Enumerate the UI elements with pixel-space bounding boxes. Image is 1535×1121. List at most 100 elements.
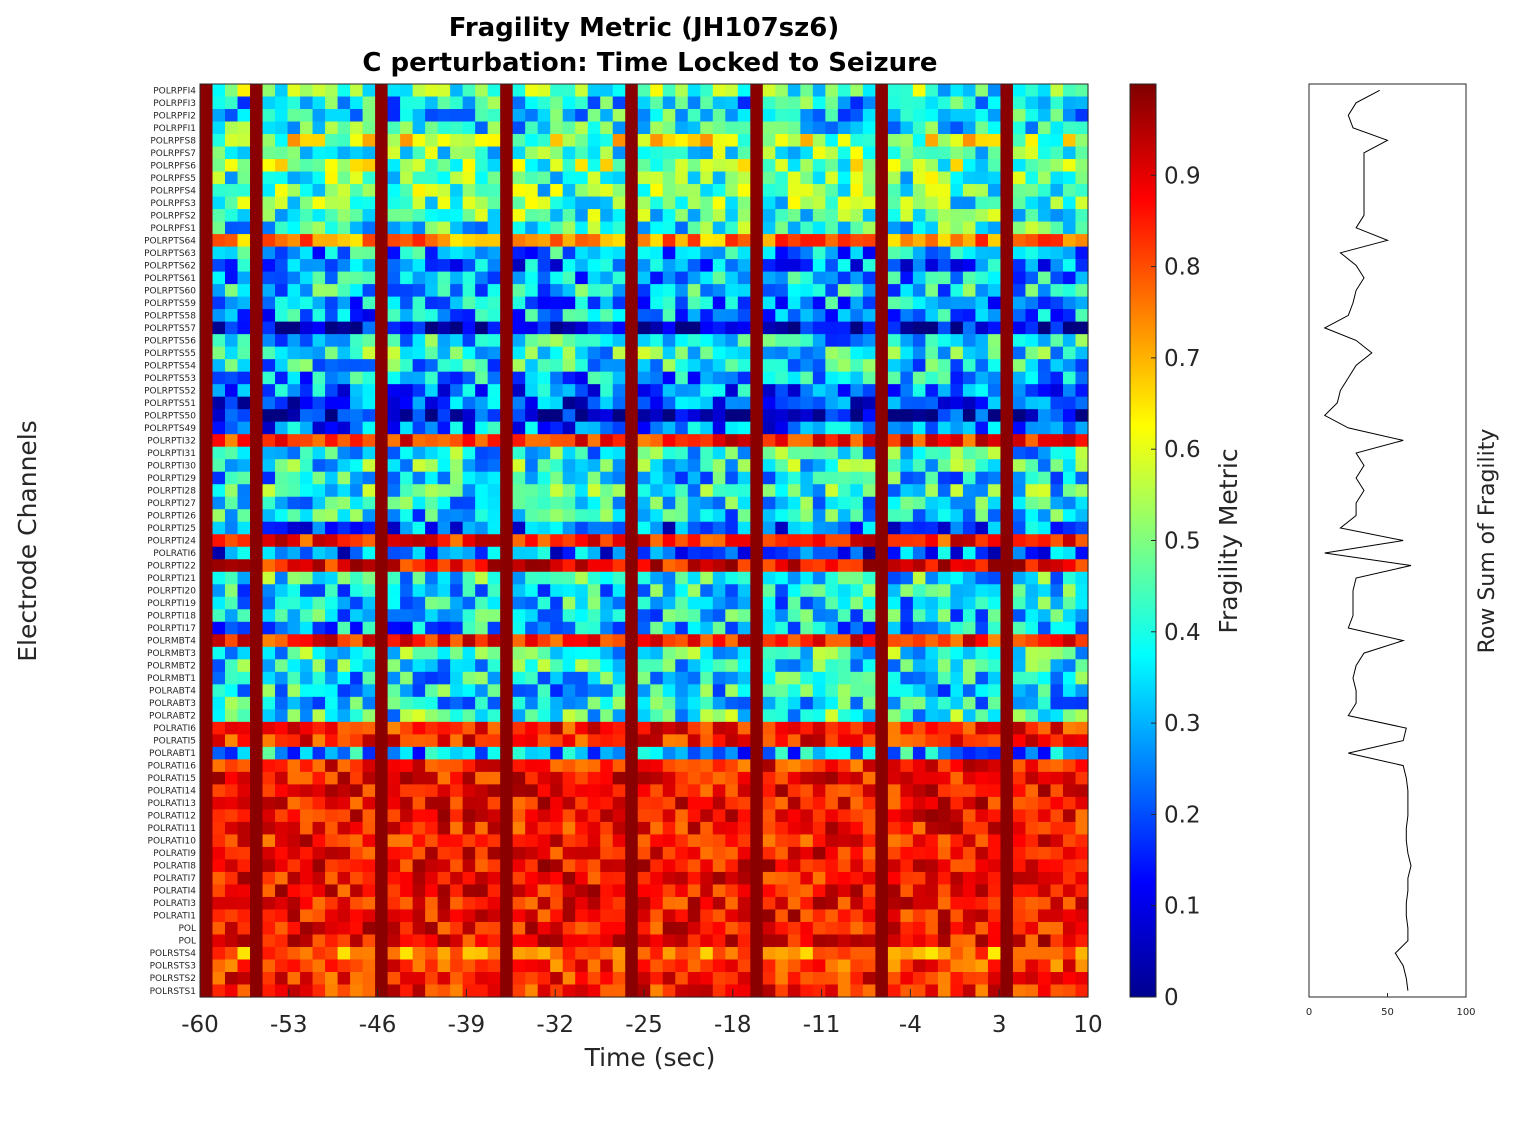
heatmap-cell — [812, 609, 826, 623]
heatmap-cell — [725, 446, 739, 460]
heatmap-cell — [650, 146, 664, 160]
heatmap-cell — [462, 771, 476, 785]
heatmap-cell — [900, 196, 914, 210]
heatmap-cell — [312, 946, 326, 961]
heatmap-cell — [1000, 721, 1014, 735]
heatmap-cell — [1000, 384, 1014, 398]
heatmap-cell — [362, 684, 376, 698]
heatmap-cell — [362, 909, 376, 923]
heatmap-cell — [212, 446, 226, 460]
heatmap-cell — [825, 684, 839, 698]
heatmap-cell — [250, 459, 264, 473]
heatmap-cell — [1012, 459, 1027, 473]
heatmap-cell — [737, 234, 751, 248]
heatmap-cell — [475, 446, 489, 460]
heatmap-cell — [650, 721, 664, 735]
heatmap-cell — [487, 346, 501, 360]
heatmap-cell — [762, 96, 776, 110]
heatmap-cell — [275, 284, 289, 298]
heatmap-cell — [537, 771, 551, 785]
heatmap-cell — [675, 396, 689, 410]
heatmap-cell — [862, 684, 876, 698]
heatmap-cell — [325, 409, 339, 423]
heatmap-cell — [387, 696, 401, 710]
heatmap-cell — [900, 446, 914, 460]
heatmap-cell — [712, 696, 726, 710]
heatmap-cell — [737, 534, 751, 548]
heatmap-cell — [650, 571, 664, 585]
heatmap-cell — [375, 596, 389, 610]
heatmap-cell — [800, 884, 814, 898]
heatmap-cell — [462, 634, 476, 648]
heatmap-cell — [875, 246, 889, 260]
heatmap-cell — [1037, 746, 1052, 760]
heatmap-cell — [587, 571, 601, 585]
heatmap-cell — [662, 359, 676, 373]
heatmap-cell — [662, 634, 676, 648]
heatmap-cell — [725, 134, 739, 148]
heatmap-cell — [375, 521, 389, 535]
heatmap-cell — [650, 471, 664, 485]
heatmap-cell — [1012, 734, 1027, 748]
heatmap-cell — [975, 946, 989, 961]
heatmap-cell — [662, 434, 676, 448]
heatmap-cell — [350, 146, 364, 160]
heatmap-cell — [650, 634, 664, 648]
heatmap-cell — [412, 946, 426, 961]
heatmap-cell — [350, 396, 364, 410]
heatmap-cell — [812, 409, 826, 423]
heatmap-cell — [787, 259, 801, 273]
heatmap-cell — [1000, 896, 1014, 911]
heatmap-cell — [450, 959, 464, 973]
heatmap-cell — [425, 259, 439, 273]
heatmap-cell — [800, 546, 814, 560]
heatmap-cell — [350, 346, 364, 360]
heatmap-cell — [675, 234, 689, 248]
heatmap-cell — [412, 84, 426, 98]
heatmap-cell — [850, 509, 864, 523]
heatmap-cell — [887, 709, 901, 723]
heatmap-cell — [850, 621, 864, 635]
heatmap-cell — [387, 259, 401, 273]
heatmap-cell — [425, 721, 439, 735]
heatmap-cell — [537, 396, 551, 410]
heatmap-cell — [725, 609, 739, 623]
heatmap-cell — [362, 809, 376, 823]
heatmap-cell — [212, 296, 226, 310]
heatmap-cell — [375, 496, 389, 510]
heatmap-cell — [837, 196, 851, 210]
heatmap-cell — [950, 234, 964, 248]
heatmap-cell — [337, 809, 351, 823]
heatmap-cell — [800, 746, 814, 760]
heatmap-cell — [825, 134, 839, 148]
heatmap-cell — [425, 646, 439, 660]
heatmap-cell — [500, 696, 514, 710]
heatmap-cell — [900, 84, 914, 98]
heatmap-cell — [562, 571, 576, 585]
heatmap-cell — [525, 921, 539, 936]
heatmap-cell — [237, 334, 251, 348]
heatmap-cell — [787, 559, 801, 573]
heatmap-cell — [887, 346, 901, 360]
heatmap-cell — [300, 484, 314, 498]
heatmap-cell — [962, 121, 977, 135]
heatmap-cell — [1037, 596, 1052, 610]
heatmap-cell — [212, 421, 226, 435]
heatmap-cell — [1037, 696, 1052, 710]
heatmap-cell — [1025, 484, 1039, 498]
heatmap-cell — [987, 796, 1002, 810]
heatmap-cell — [637, 871, 651, 886]
heatmap-cell — [812, 471, 826, 485]
heatmap-cell — [450, 121, 464, 135]
heatmap-cell — [425, 696, 439, 710]
heatmap-cell — [825, 209, 839, 223]
heatmap-cell — [575, 759, 589, 773]
heatmap-cell — [412, 171, 426, 185]
heatmap-cell — [537, 384, 551, 398]
heatmap-cell — [987, 384, 1002, 398]
heatmap-cell — [750, 159, 764, 173]
heatmap-cell — [925, 746, 939, 760]
heatmap-cell — [1025, 784, 1039, 798]
heatmap-cell — [1075, 571, 1089, 585]
heatmap-cell — [887, 396, 901, 410]
